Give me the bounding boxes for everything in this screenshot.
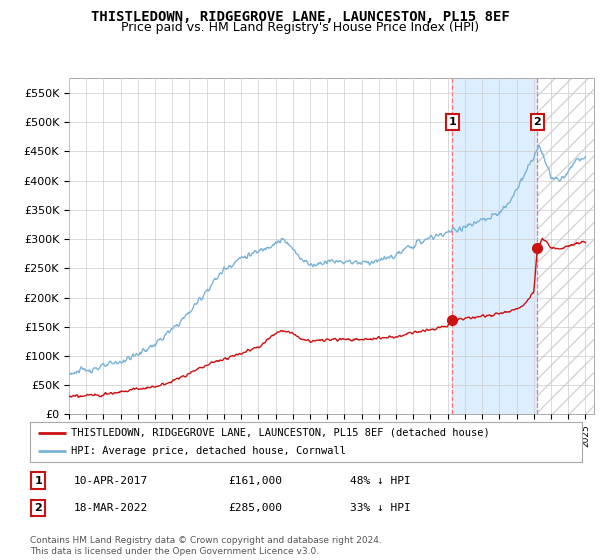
Text: 10-APR-2017: 10-APR-2017 <box>74 476 148 486</box>
Text: 1: 1 <box>448 117 456 127</box>
Text: 48% ↓ HPI: 48% ↓ HPI <box>350 476 411 486</box>
Text: 33% ↓ HPI: 33% ↓ HPI <box>350 503 411 513</box>
Text: £161,000: £161,000 <box>229 476 283 486</box>
Text: Price paid vs. HM Land Registry's House Price Index (HPI): Price paid vs. HM Land Registry's House … <box>121 21 479 34</box>
Text: HPI: Average price, detached house, Cornwall: HPI: Average price, detached house, Corn… <box>71 446 346 456</box>
Text: 2: 2 <box>34 503 42 513</box>
Text: THISTLEDOWN, RIDGEGROVE LANE, LAUNCESTON, PL15 8EF: THISTLEDOWN, RIDGEGROVE LANE, LAUNCESTON… <box>91 10 509 24</box>
Text: 18-MAR-2022: 18-MAR-2022 <box>74 503 148 513</box>
Text: 2: 2 <box>533 117 541 127</box>
Bar <box>538 78 594 414</box>
Bar <box>452 78 538 414</box>
Text: £285,000: £285,000 <box>229 503 283 513</box>
Text: THISTLEDOWN, RIDGEGROVE LANE, LAUNCESTON, PL15 8EF (detached house): THISTLEDOWN, RIDGEGROVE LANE, LAUNCESTON… <box>71 428 490 437</box>
Text: 1: 1 <box>34 476 42 486</box>
Text: Contains HM Land Registry data © Crown copyright and database right 2024.
This d: Contains HM Land Registry data © Crown c… <box>30 536 382 556</box>
